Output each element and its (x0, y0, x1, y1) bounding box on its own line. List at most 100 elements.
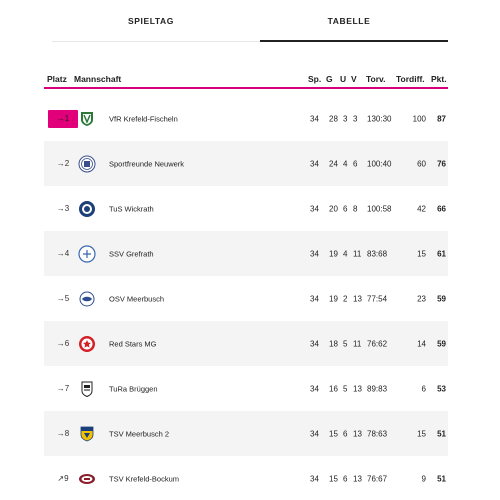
wins: 19 (329, 294, 338, 303)
table-header: Platz Mannschaft Sp. G U V Torv. Tordiff… (44, 70, 448, 89)
table-row[interactable]: →1 VfR Krefeld-Fischeln 34 28 3 3 130:30… (44, 96, 448, 141)
losses: 13 (353, 384, 362, 393)
wins: 24 (329, 159, 338, 168)
tsv-meerbusch-logo-icon (78, 425, 96, 443)
points: 51 (437, 474, 446, 483)
header-unentschieden: U (340, 74, 347, 84)
games-played: 34 (310, 384, 319, 393)
table-row[interactable]: →4 SSV Grefrath 34 19 4 11 83:68 15 61 (44, 231, 448, 276)
header-torverhaeltnis: Torv. (366, 74, 386, 84)
wins: 15 (329, 429, 338, 438)
team-name: TSV Meerbusch 2 (109, 429, 170, 438)
games-played: 34 (310, 429, 319, 438)
losses: 13 (353, 429, 362, 438)
losses: 11 (353, 339, 362, 348)
table-row[interactable]: →7 TuRa Brüggen 34 16 5 13 89:83 6 53 (44, 366, 448, 411)
games-played: 34 (310, 249, 319, 258)
place-indicator: →7 (56, 384, 70, 393)
tab-bar: SPIELTAG TABELLE (52, 0, 448, 42)
header-punkte: Pkt. (431, 74, 447, 84)
draws: 4 (343, 249, 348, 258)
goal-ratio: 100:58 (367, 204, 392, 213)
wins: 19 (329, 249, 338, 258)
team-name: TuS Wickrath (109, 204, 154, 213)
points: 51 (437, 429, 446, 438)
header-platz: Platz (47, 74, 67, 84)
losses: 13 (353, 474, 362, 483)
draws: 6 (343, 204, 348, 213)
goal-difference: 15 (417, 429, 426, 438)
points: 76 (437, 159, 446, 168)
table-row[interactable]: →8 TSV Meerbusch 2 34 15 6 13 78:63 15 5… (44, 411, 448, 456)
games-played: 34 (310, 114, 319, 123)
goal-difference: 6 (421, 384, 426, 393)
draws: 5 (343, 339, 348, 348)
tura-brueggen-logo-icon (78, 380, 96, 398)
header-spiele: Sp. (308, 74, 322, 84)
ssv-grefrath-logo-icon (78, 244, 96, 263)
header-gewonnen: G (326, 74, 333, 84)
team-name: Sportfreunde Neuwerk (109, 159, 185, 168)
points: 59 (437, 339, 446, 348)
goal-ratio: 77:54 (367, 294, 388, 303)
tab-tabelle[interactable]: TABELLE (250, 0, 448, 42)
red-stars-mg-logo-icon (78, 335, 96, 353)
draws: 3 (343, 114, 348, 123)
tus-wickrath-logo-icon (78, 200, 96, 218)
games-played: 34 (310, 339, 319, 348)
draws: 6 (343, 429, 348, 438)
place-indicator: →5 (56, 294, 70, 303)
goal-ratio: 130:30 (367, 114, 392, 123)
games-played: 34 (310, 159, 319, 168)
table-row[interactable]: →3 TuS Wickrath 34 20 6 8 100:58 42 66 (44, 186, 448, 231)
header-mannschaft: Mannschaft (74, 74, 122, 84)
place-indicator: →6 (56, 339, 70, 348)
place-indicator: →8 (56, 429, 70, 438)
table-row[interactable]: →6 Red Stars MG 34 18 5 11 76:62 14 59 (44, 321, 448, 366)
place-indicator: →1 (48, 109, 78, 128)
goal-ratio: 76:62 (367, 339, 388, 348)
points: 59 (437, 294, 446, 303)
table-row[interactable]: →2 Sportfreunde Neuwerk 34 24 4 6 100:40… (44, 141, 448, 186)
losses: 13 (353, 294, 362, 303)
header-tordifferenz: Tordiff. (396, 74, 425, 84)
team-name: SSV Grefrath (109, 249, 154, 258)
vfr-krefeld-fischeln-logo-icon (78, 110, 96, 128)
losses: 8 (353, 204, 358, 213)
osv-meerbusch-logo-icon (78, 290, 96, 308)
goal-difference: 100 (412, 114, 426, 123)
wins: 28 (329, 114, 338, 123)
draws: 6 (343, 474, 348, 483)
place-indicator: →4 (56, 249, 70, 258)
table-row[interactable]: ↗9 TSV Krefeld-Bockum 34 15 6 13 76:67 9… (44, 456, 448, 500)
goal-difference: 42 (417, 204, 426, 213)
wins: 15 (329, 474, 338, 483)
points: 87 (437, 114, 446, 123)
sportfreunde-neuwerk-logo-icon (78, 155, 96, 173)
goal-ratio: 100:40 (367, 159, 392, 168)
goal-difference: 15 (417, 249, 426, 258)
team-name: TSV Krefeld-Bockum (109, 474, 180, 483)
table-row[interactable]: →5 OSV Meerbusch 34 19 2 13 77:54 23 59 (44, 276, 448, 321)
games-played: 34 (310, 474, 319, 483)
losses: 11 (353, 249, 362, 258)
team-name: TuRa Brüggen (109, 384, 158, 393)
team-name: Red Stars MG (109, 339, 157, 348)
team-name: OSV Meerbusch (109, 294, 165, 303)
draws: 2 (343, 294, 348, 303)
wins: 20 (329, 204, 338, 213)
standings-table: →1 VfR Krefeld-Fischeln 34 28 3 3 130:30… (44, 96, 448, 500)
goal-difference: 14 (417, 339, 426, 348)
header-verloren: V (351, 74, 357, 84)
tab-spieltag[interactable]: SPIELTAG (127, 15, 175, 26)
goal-ratio: 76:67 (367, 474, 388, 483)
points: 61 (437, 249, 446, 258)
goal-ratio: 83:68 (367, 249, 388, 258)
goal-ratio: 78:63 (367, 429, 388, 438)
points: 66 (437, 204, 446, 213)
wins: 18 (329, 339, 338, 348)
place-indicator: ↗9 (57, 474, 69, 483)
team-name: VfR Krefeld-Fischeln (109, 114, 178, 123)
goal-ratio: 89:83 (367, 384, 388, 393)
place-indicator: →2 (56, 159, 70, 168)
